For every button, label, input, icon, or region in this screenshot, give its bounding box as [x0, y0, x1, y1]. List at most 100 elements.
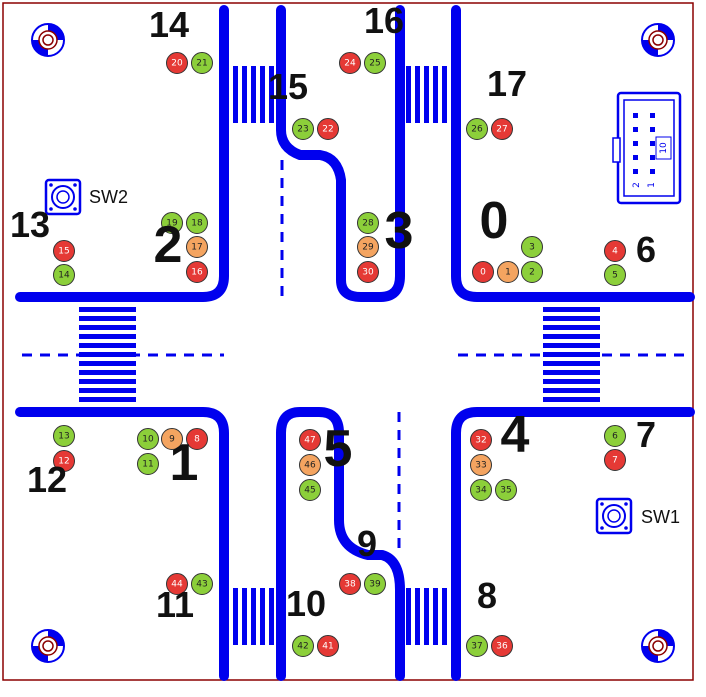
led-27: 27 — [491, 118, 513, 140]
led-16: 16 — [186, 261, 208, 283]
pin-header-connector: 10 2 1 — [612, 91, 682, 205]
group-label-15: 15 — [268, 66, 308, 107]
led-number: 44 — [171, 580, 183, 590]
led-33: 33 — [470, 454, 492, 476]
led-number: 8 — [194, 435, 200, 445]
led-number: 42 — [297, 642, 308, 652]
road-edges — [15, 5, 695, 681]
sw1-button[interactable] — [595, 497, 633, 535]
led-37: 37 — [466, 635, 488, 657]
led-number: 38 — [344, 580, 356, 590]
connector-pin-label-1: 1 — [647, 182, 657, 188]
led-42: 42 — [292, 635, 314, 657]
led-number: 2 — [529, 268, 535, 278]
led-number: 0 — [480, 268, 486, 278]
group-label-1: 1 — [170, 434, 199, 492]
led-number: 27 — [496, 125, 507, 135]
led-29: 29 — [357, 236, 379, 258]
led-36: 36 — [491, 635, 513, 657]
group-label-12: 12 — [27, 459, 67, 500]
led-number: 5 — [612, 271, 618, 281]
led-number: 46 — [304, 461, 316, 471]
mounting-hole-icon — [641, 629, 675, 663]
led-32: 32 — [470, 429, 492, 451]
led-0: 0 — [472, 261, 494, 283]
led-25: 25 — [364, 52, 386, 74]
mounting-hole-icon — [31, 629, 65, 663]
led-22: 22 — [317, 118, 339, 140]
led-10: 10 — [137, 428, 159, 450]
led-5: 5 — [604, 264, 626, 286]
led-30: 30 — [357, 261, 379, 283]
led-number: 21 — [196, 59, 207, 69]
road-edge-se — [451, 407, 695, 681]
led-number: 3 — [529, 243, 535, 253]
board-outline — [2, 2, 694, 681]
led-number: 4 — [612, 247, 618, 257]
connector-pin-label-10: 10 — [659, 142, 669, 154]
led-number: 16 — [191, 268, 203, 278]
led-number: 41 — [322, 642, 333, 652]
led-39: 39 — [364, 573, 386, 595]
group-label-4: 4 — [501, 406, 530, 464]
led-number: 10 — [142, 435, 154, 445]
led-number: 45 — [304, 486, 315, 496]
led-number: 11 — [142, 460, 153, 470]
group-label-2: 2 — [154, 216, 183, 274]
led-number: 23 — [297, 125, 308, 135]
led-number: 15 — [58, 247, 69, 257]
led-4: 4 — [604, 240, 626, 262]
led-number: 39 — [369, 580, 381, 590]
mounting-hole-icon — [641, 23, 675, 57]
led-number: 25 — [369, 59, 380, 69]
road-edge-sw — [15, 407, 229, 681]
group-label-9: 9 — [357, 523, 377, 564]
led-number: 35 — [500, 486, 511, 496]
led-47: 47 — [299, 429, 321, 451]
led-35: 35 — [495, 479, 517, 501]
led-number: 13 — [58, 432, 69, 442]
sw2-label: SW2 — [89, 187, 128, 207]
led-number: 7 — [612, 456, 618, 466]
group-label-5: 5 — [324, 420, 353, 478]
led-19: 19 — [161, 212, 183, 234]
connector-pin-label-2: 2 — [632, 182, 642, 188]
led-11: 11 — [137, 453, 159, 475]
group-label-14: 14 — [149, 4, 189, 45]
led-number: 34 — [475, 486, 487, 496]
group-label-7: 7 — [636, 414, 656, 455]
group-label-10: 10 — [286, 583, 326, 624]
group-label-0: 0 — [480, 192, 509, 250]
led-number: 20 — [171, 59, 183, 69]
road-edge-ne — [451, 5, 695, 302]
led-8: 8 — [186, 428, 208, 450]
led-17: 17 — [186, 236, 208, 258]
led-number: 29 — [362, 243, 374, 253]
crosswalk-east — [543, 307, 600, 402]
led-number: 43 — [196, 580, 207, 590]
led-23: 23 — [292, 118, 314, 140]
group-label-6: 6 — [636, 229, 656, 270]
crosswalk-north-right — [406, 66, 447, 123]
led-number: 37 — [471, 642, 482, 652]
group-label-8: 8 — [477, 575, 497, 616]
group-label-11: 11 — [156, 584, 194, 625]
led-12: 12 — [53, 450, 75, 472]
led-41: 41 — [317, 635, 339, 657]
led-28: 28 — [357, 212, 379, 234]
crosswalk-south-right — [406, 588, 447, 645]
led-21: 21 — [191, 52, 213, 74]
led-46: 46 — [299, 454, 321, 476]
led-9: 9 — [161, 428, 183, 450]
mounting-holes — [31, 23, 675, 663]
sw2-button[interactable] — [44, 178, 82, 216]
led-14: 14 — [53, 264, 75, 286]
led-44: 44 — [166, 573, 188, 595]
led-number: 1 — [505, 268, 511, 278]
led-26: 26 — [466, 118, 488, 140]
led-18: 18 — [186, 212, 208, 234]
mounting-hole-icon — [31, 23, 65, 57]
median-north — [276, 5, 405, 302]
